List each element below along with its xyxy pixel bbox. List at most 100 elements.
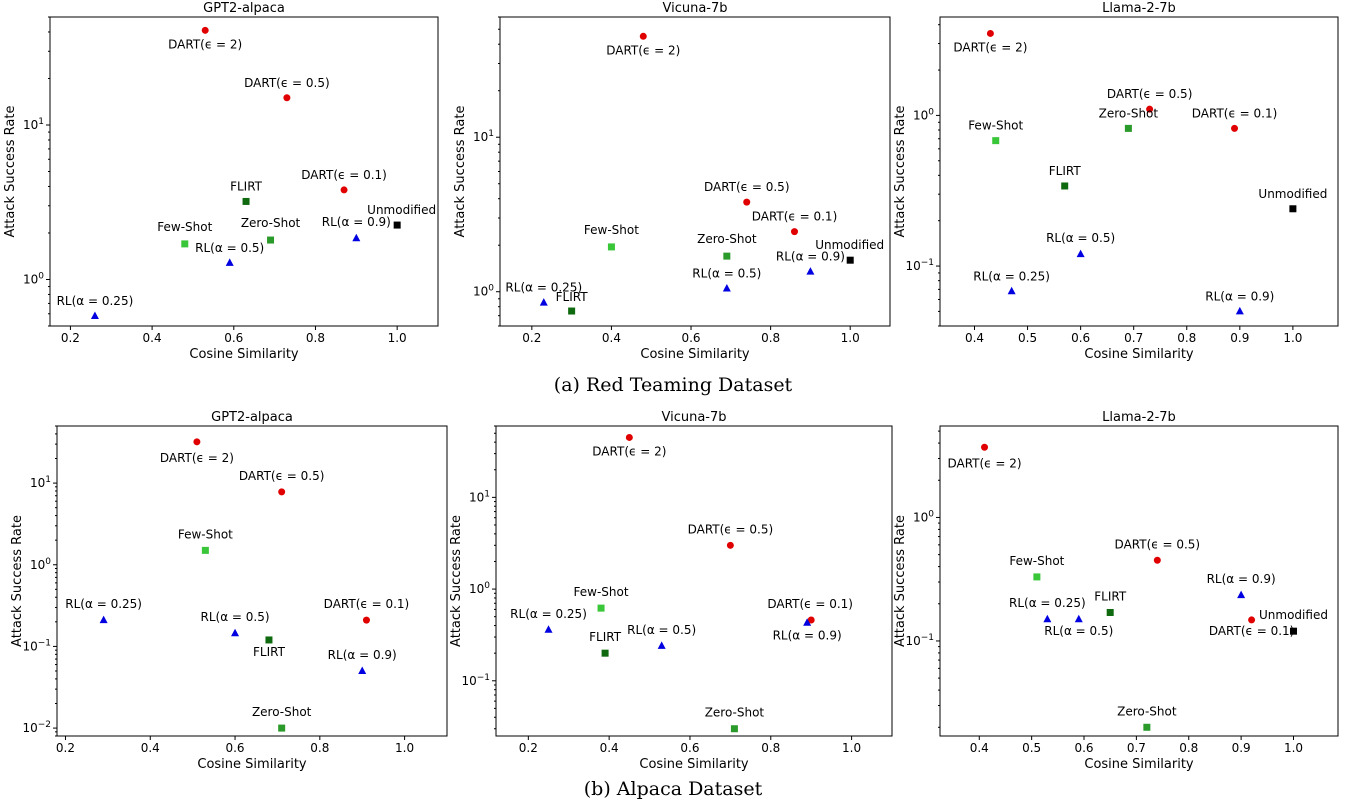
- x-tick-label: 0.7: [1124, 331, 1143, 345]
- data-point: [722, 283, 731, 292]
- data-label: RL(α = 0.5): [195, 241, 264, 255]
- x-tick-label: 0.8: [310, 741, 329, 755]
- x-axis-label: Cosine Similarity: [1084, 347, 1194, 362]
- data-point: [597, 604, 605, 612]
- y-tick-label: 10−1: [22, 638, 51, 653]
- data-label: Zero-Shot: [1117, 704, 1177, 718]
- data-point: [639, 32, 647, 40]
- y-tick-label: 100: [913, 107, 934, 122]
- data-label: RL(α = 0.5): [692, 266, 761, 280]
- x-tick-label: 0.6: [225, 741, 244, 755]
- x-tick-label: 1.0: [388, 331, 407, 345]
- data-point: [1289, 627, 1297, 635]
- data-point: [193, 438, 201, 446]
- y-axis-label: Attack Success Rate: [3, 106, 18, 238]
- x-tick-label: 0.6: [1071, 331, 1090, 345]
- x-tick-label: 0.6: [224, 331, 243, 345]
- data-label: DART(ϵ = 0.5): [239, 469, 325, 483]
- data-label: RL(α = 0.9): [773, 629, 842, 643]
- data-label: Zero-Shot: [241, 216, 301, 230]
- data-label: Zero-Shot: [697, 232, 757, 246]
- data-label: DART(ϵ = 0.1): [1209, 624, 1295, 638]
- y-axis-label: Attack Success Rate: [893, 515, 908, 647]
- chart-title: Vicuna-7b: [661, 410, 726, 425]
- y-tick-label: 10−1: [461, 673, 490, 688]
- data-point: [358, 666, 367, 675]
- data-label: RL(α = 0.5): [201, 610, 270, 624]
- data-label: FLIRT: [253, 645, 286, 659]
- x-tick-label: 1.0: [1283, 331, 1302, 345]
- data-label: FLIRT: [589, 630, 622, 644]
- data-label: FLIRT: [230, 179, 263, 193]
- chart-title: Llama-2-7b: [1102, 1, 1176, 16]
- data-point: [723, 252, 731, 260]
- data-point: [267, 236, 275, 244]
- data-point: [265, 636, 273, 644]
- data-point: [601, 649, 609, 657]
- data-point: [99, 615, 108, 624]
- data-label: DART(ϵ = 0.5): [1107, 87, 1193, 101]
- data-point: [1124, 124, 1132, 132]
- x-tick-label: 1.0: [1284, 741, 1303, 755]
- x-tick-label: 0.9: [1230, 331, 1249, 345]
- data-point: [242, 197, 250, 205]
- x-axis-label: Cosine Similarity: [640, 347, 750, 362]
- data-label: DART(ϵ = 2): [168, 37, 242, 51]
- x-axis-label: Cosine Similarity: [639, 757, 749, 772]
- data-point: [362, 616, 370, 624]
- chart-title: Vicuna-7b: [662, 1, 727, 16]
- data-label: Few-Shot: [574, 585, 629, 599]
- data-label: RL(α = 0.25): [505, 281, 582, 295]
- data-point: [1007, 286, 1016, 295]
- data-point: [201, 26, 209, 34]
- data-point: [1043, 614, 1052, 623]
- data-point: [607, 243, 615, 251]
- chart-title: GPT2-alpaca: [203, 1, 285, 16]
- x-tick-label: 0.8: [761, 331, 780, 345]
- data-point: [1231, 124, 1239, 132]
- data-label: Unmodified: [815, 238, 884, 252]
- y-axis-label: Attack Success Rate: [10, 515, 25, 647]
- data-point: [1106, 608, 1114, 616]
- data-point: [803, 618, 812, 626]
- data-point: [278, 724, 286, 732]
- data-point: [1235, 306, 1244, 315]
- data-label: DART(ϵ = 0.5): [704, 180, 790, 194]
- chart-title: Llama-2-7b: [1102, 410, 1176, 425]
- x-tick-label: 0.4: [602, 331, 621, 345]
- x-tick-label: 1.0: [841, 331, 860, 345]
- data-point: [1061, 182, 1069, 190]
- x-tick-label: 0.2: [61, 331, 80, 345]
- x-axis-label: Cosine Similarity: [189, 347, 299, 362]
- y-tick-label: 100: [23, 271, 44, 286]
- data-point: [1153, 556, 1161, 564]
- data-label: FLIRT: [1049, 164, 1082, 178]
- data-label: Zero-Shot: [1099, 106, 1159, 120]
- data-label: Few-Shot: [968, 119, 1023, 133]
- data-point: [1248, 616, 1256, 624]
- x-tick-label: 0.4: [970, 741, 989, 755]
- data-label: RL(α = 0.5): [1046, 231, 1115, 245]
- data-point: [1289, 205, 1297, 213]
- data-point: [790, 228, 798, 236]
- data-point: [625, 433, 633, 441]
- y-tick-label: 100: [473, 284, 494, 299]
- data-point: [743, 198, 751, 206]
- y-tick-label: 100: [913, 509, 934, 524]
- x-tick-label: 0.6: [680, 741, 699, 755]
- y-tick-label: 100: [30, 557, 51, 572]
- data-point: [807, 616, 815, 624]
- x-tick-label: 0.2: [56, 741, 75, 755]
- data-point: [1237, 590, 1246, 599]
- y-tick-label: 10−1: [905, 258, 934, 273]
- data-label: DART(ϵ = 0.1): [752, 210, 838, 224]
- data-point: [201, 546, 209, 554]
- data-point: [981, 443, 989, 451]
- x-tick-label: 0.8: [761, 741, 780, 755]
- y-tick-label: 101: [23, 117, 44, 132]
- data-point: [730, 725, 738, 733]
- y-axis-label: Attack Success Rate: [893, 106, 908, 238]
- data-point: [544, 625, 553, 633]
- data-point: [231, 628, 240, 637]
- data-point: [393, 221, 401, 229]
